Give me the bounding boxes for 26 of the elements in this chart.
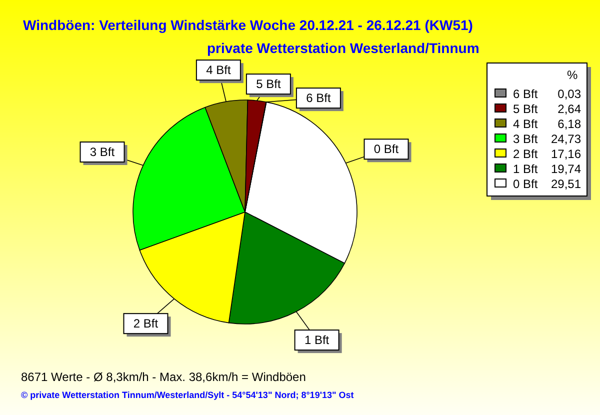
legend-title: % xyxy=(567,68,578,82)
legend-label: 0 Bft xyxy=(513,177,538,191)
slice-label: 5 Bft xyxy=(256,77,282,92)
slice-label: 0 Bft xyxy=(374,142,400,156)
slice-label: 3 Bft xyxy=(90,145,116,160)
text: 8671 Werte - Ø 8,3km/h - Max. 38,6km/h = Windböen xyxy=(21,370,306,384)
text: © private Wetterstation Tinnum/Westerland/Sylt - 54°54'13" Nord; 8°19'13" Ost xyxy=(21,390,354,400)
slice-label: 1 Bft xyxy=(304,333,330,348)
legend-label: 4 Bft xyxy=(513,117,538,131)
slice-label: 4 Bft xyxy=(206,63,232,78)
slice-label: 2 Bft xyxy=(133,316,159,331)
legend-label: 3 Bft xyxy=(513,132,538,146)
data-label: 6,18 xyxy=(558,117,582,131)
data-label: 24,73 xyxy=(550,132,582,146)
data-label: 0,03 xyxy=(558,87,582,101)
legend-label: 6 Bft xyxy=(513,87,538,101)
data-label: 29,51 xyxy=(550,177,582,191)
chart-title: Windböen: Verteilung Windstärke Woche 20.12.21 - 26.12.21 (KW51) xyxy=(23,17,473,33)
slice-label: 6 Bft xyxy=(306,91,332,106)
legend-label: 5 Bft xyxy=(513,102,538,116)
data-label: 2,64 xyxy=(558,102,582,116)
legend-label: 1 Bft xyxy=(513,162,538,176)
legend-label: 2 Bft xyxy=(513,147,538,161)
data-label: 17,16 xyxy=(550,147,582,161)
data-label: 19,74 xyxy=(550,162,582,176)
chart-subtitle: private Wetterstation Westerland/Tinnum xyxy=(207,40,480,56)
